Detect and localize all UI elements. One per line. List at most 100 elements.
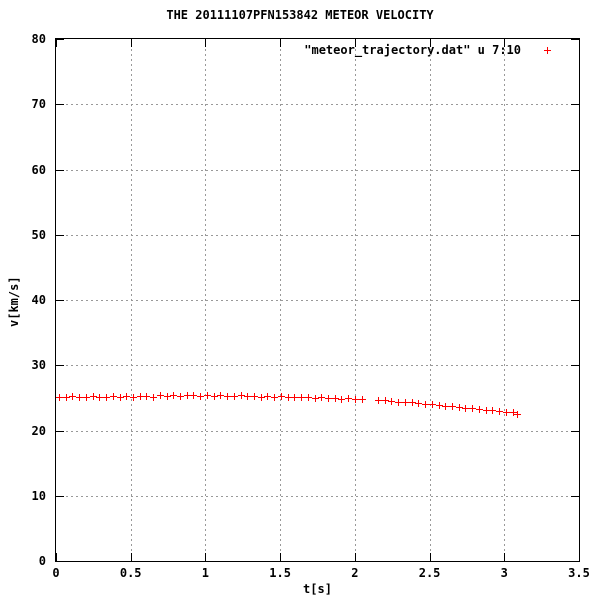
x-tick-mark-top: [430, 39, 431, 47]
data-point-marker: [489, 407, 496, 414]
data-point-marker: [402, 399, 409, 406]
data-point-marker: [244, 393, 251, 400]
data-point-marker: [503, 409, 510, 416]
data-point-marker: [496, 408, 503, 415]
data-point-marker: [278, 393, 285, 400]
data-point-marker: [318, 394, 325, 401]
data-point-marker: [409, 399, 416, 406]
data-point-marker: [69, 393, 76, 400]
data-point-marker: [514, 411, 521, 418]
data-point-marker: [137, 393, 144, 400]
data-point-marker: [143, 393, 150, 400]
data-point-marker: [130, 394, 137, 401]
grid-line-horizontal: [56, 104, 579, 105]
y-tick-label: 80: [31, 32, 46, 46]
data-point-marker: [291, 394, 298, 401]
data-point-marker: [56, 394, 63, 401]
y-tick-mark: [56, 235, 64, 236]
grid-line-horizontal: [56, 170, 579, 171]
data-point-marker: [469, 405, 476, 412]
x-tick-mark-top: [504, 39, 505, 47]
data-point-marker: [231, 393, 238, 400]
data-point-marker: [110, 393, 117, 400]
y-tick-label: 0: [38, 554, 46, 568]
x-tick-label: 1: [201, 566, 210, 580]
legend-label: "meteor_trajectory.dat" u 7:10: [304, 43, 521, 57]
x-tick-mark: [280, 553, 281, 561]
data-point-marker: [164, 393, 171, 400]
grid-line-horizontal: [56, 365, 579, 366]
x-tick-mark: [131, 553, 132, 561]
data-point-marker: [442, 403, 449, 410]
data-point-marker: [197, 393, 204, 400]
y-tick-label: 30: [31, 358, 46, 372]
data-point-marker: [312, 395, 319, 402]
x-tick-mark: [355, 553, 356, 561]
chart-title: THE 20111107PFN153842 METEOR VELOCITY: [166, 8, 434, 22]
y-tick-label: 70: [31, 97, 46, 111]
y-tick-label: 20: [31, 424, 46, 438]
data-point-marker: [170, 392, 177, 399]
data-point-marker: [375, 397, 382, 404]
data-point-marker: [352, 396, 359, 403]
data-point-marker: [510, 409, 517, 416]
y-tick-mark: [56, 496, 64, 497]
data-point-marker: [251, 393, 258, 400]
data-point-marker: [462, 405, 469, 412]
data-point-marker: [359, 396, 366, 403]
y-tick-mark: [56, 39, 64, 40]
y-tick-mark-right: [571, 104, 579, 105]
x-tick-label: 3.5: [568, 566, 590, 580]
y-tick-label: 50: [31, 228, 46, 242]
y-tick-mark-right: [571, 235, 579, 236]
grid-line-horizontal: [56, 235, 579, 236]
data-point-marker: [285, 394, 292, 401]
data-point-marker: [422, 401, 429, 408]
data-point-marker: [449, 403, 456, 410]
y-tick-mark-right: [571, 170, 579, 171]
data-point-marker: [184, 392, 191, 399]
data-point-marker: [338, 396, 345, 403]
data-point-marker: [325, 395, 332, 402]
data-point-marker: [298, 394, 305, 401]
data-point-marker: [415, 400, 422, 407]
x-tick-label: 2.5: [418, 566, 441, 580]
y-tick-mark: [56, 300, 64, 301]
data-point-marker: [264, 393, 271, 400]
y-tick-mark-right: [571, 496, 579, 497]
plot-area: "meteor_trajectory.dat" u 7:10: [55, 38, 580, 562]
x-tick-mark: [56, 553, 57, 561]
x-tick-mark: [430, 553, 431, 561]
grid-line-horizontal: [56, 431, 579, 432]
data-point-marker: [204, 392, 211, 399]
y-tick-mark: [56, 561, 64, 562]
data-point-marker: [429, 401, 436, 408]
data-point-marker: [345, 395, 352, 402]
data-point-marker: [90, 393, 97, 400]
data-point-marker: [117, 394, 124, 401]
data-point-marker: [96, 394, 103, 401]
data-point-marker: [150, 394, 157, 401]
y-tick-label: 10: [31, 489, 46, 503]
grid-line-horizontal: [56, 300, 579, 301]
y-tick-mark: [56, 431, 64, 432]
x-tick-mark-top: [56, 39, 57, 47]
data-point-marker: [395, 399, 402, 406]
data-point-marker: [476, 406, 483, 413]
y-tick-label: 40: [31, 293, 46, 307]
data-point-marker: [211, 393, 218, 400]
x-tick-mark-top: [131, 39, 132, 47]
x-tick-mark-top: [205, 39, 206, 47]
x-tick-mark: [205, 553, 206, 561]
x-tick-mark-top: [579, 39, 580, 47]
data-point-marker: [103, 394, 110, 401]
data-point-marker: [157, 392, 164, 399]
x-tick-mark-top: [355, 39, 356, 47]
y-tick-mark: [56, 170, 64, 171]
x-tick-label: 0: [52, 566, 60, 580]
y-tick-mark-right: [571, 300, 579, 301]
data-point-marker: [238, 392, 245, 399]
y-tick-label: 60: [31, 163, 46, 177]
x-axis-label: t[s]: [303, 582, 332, 596]
